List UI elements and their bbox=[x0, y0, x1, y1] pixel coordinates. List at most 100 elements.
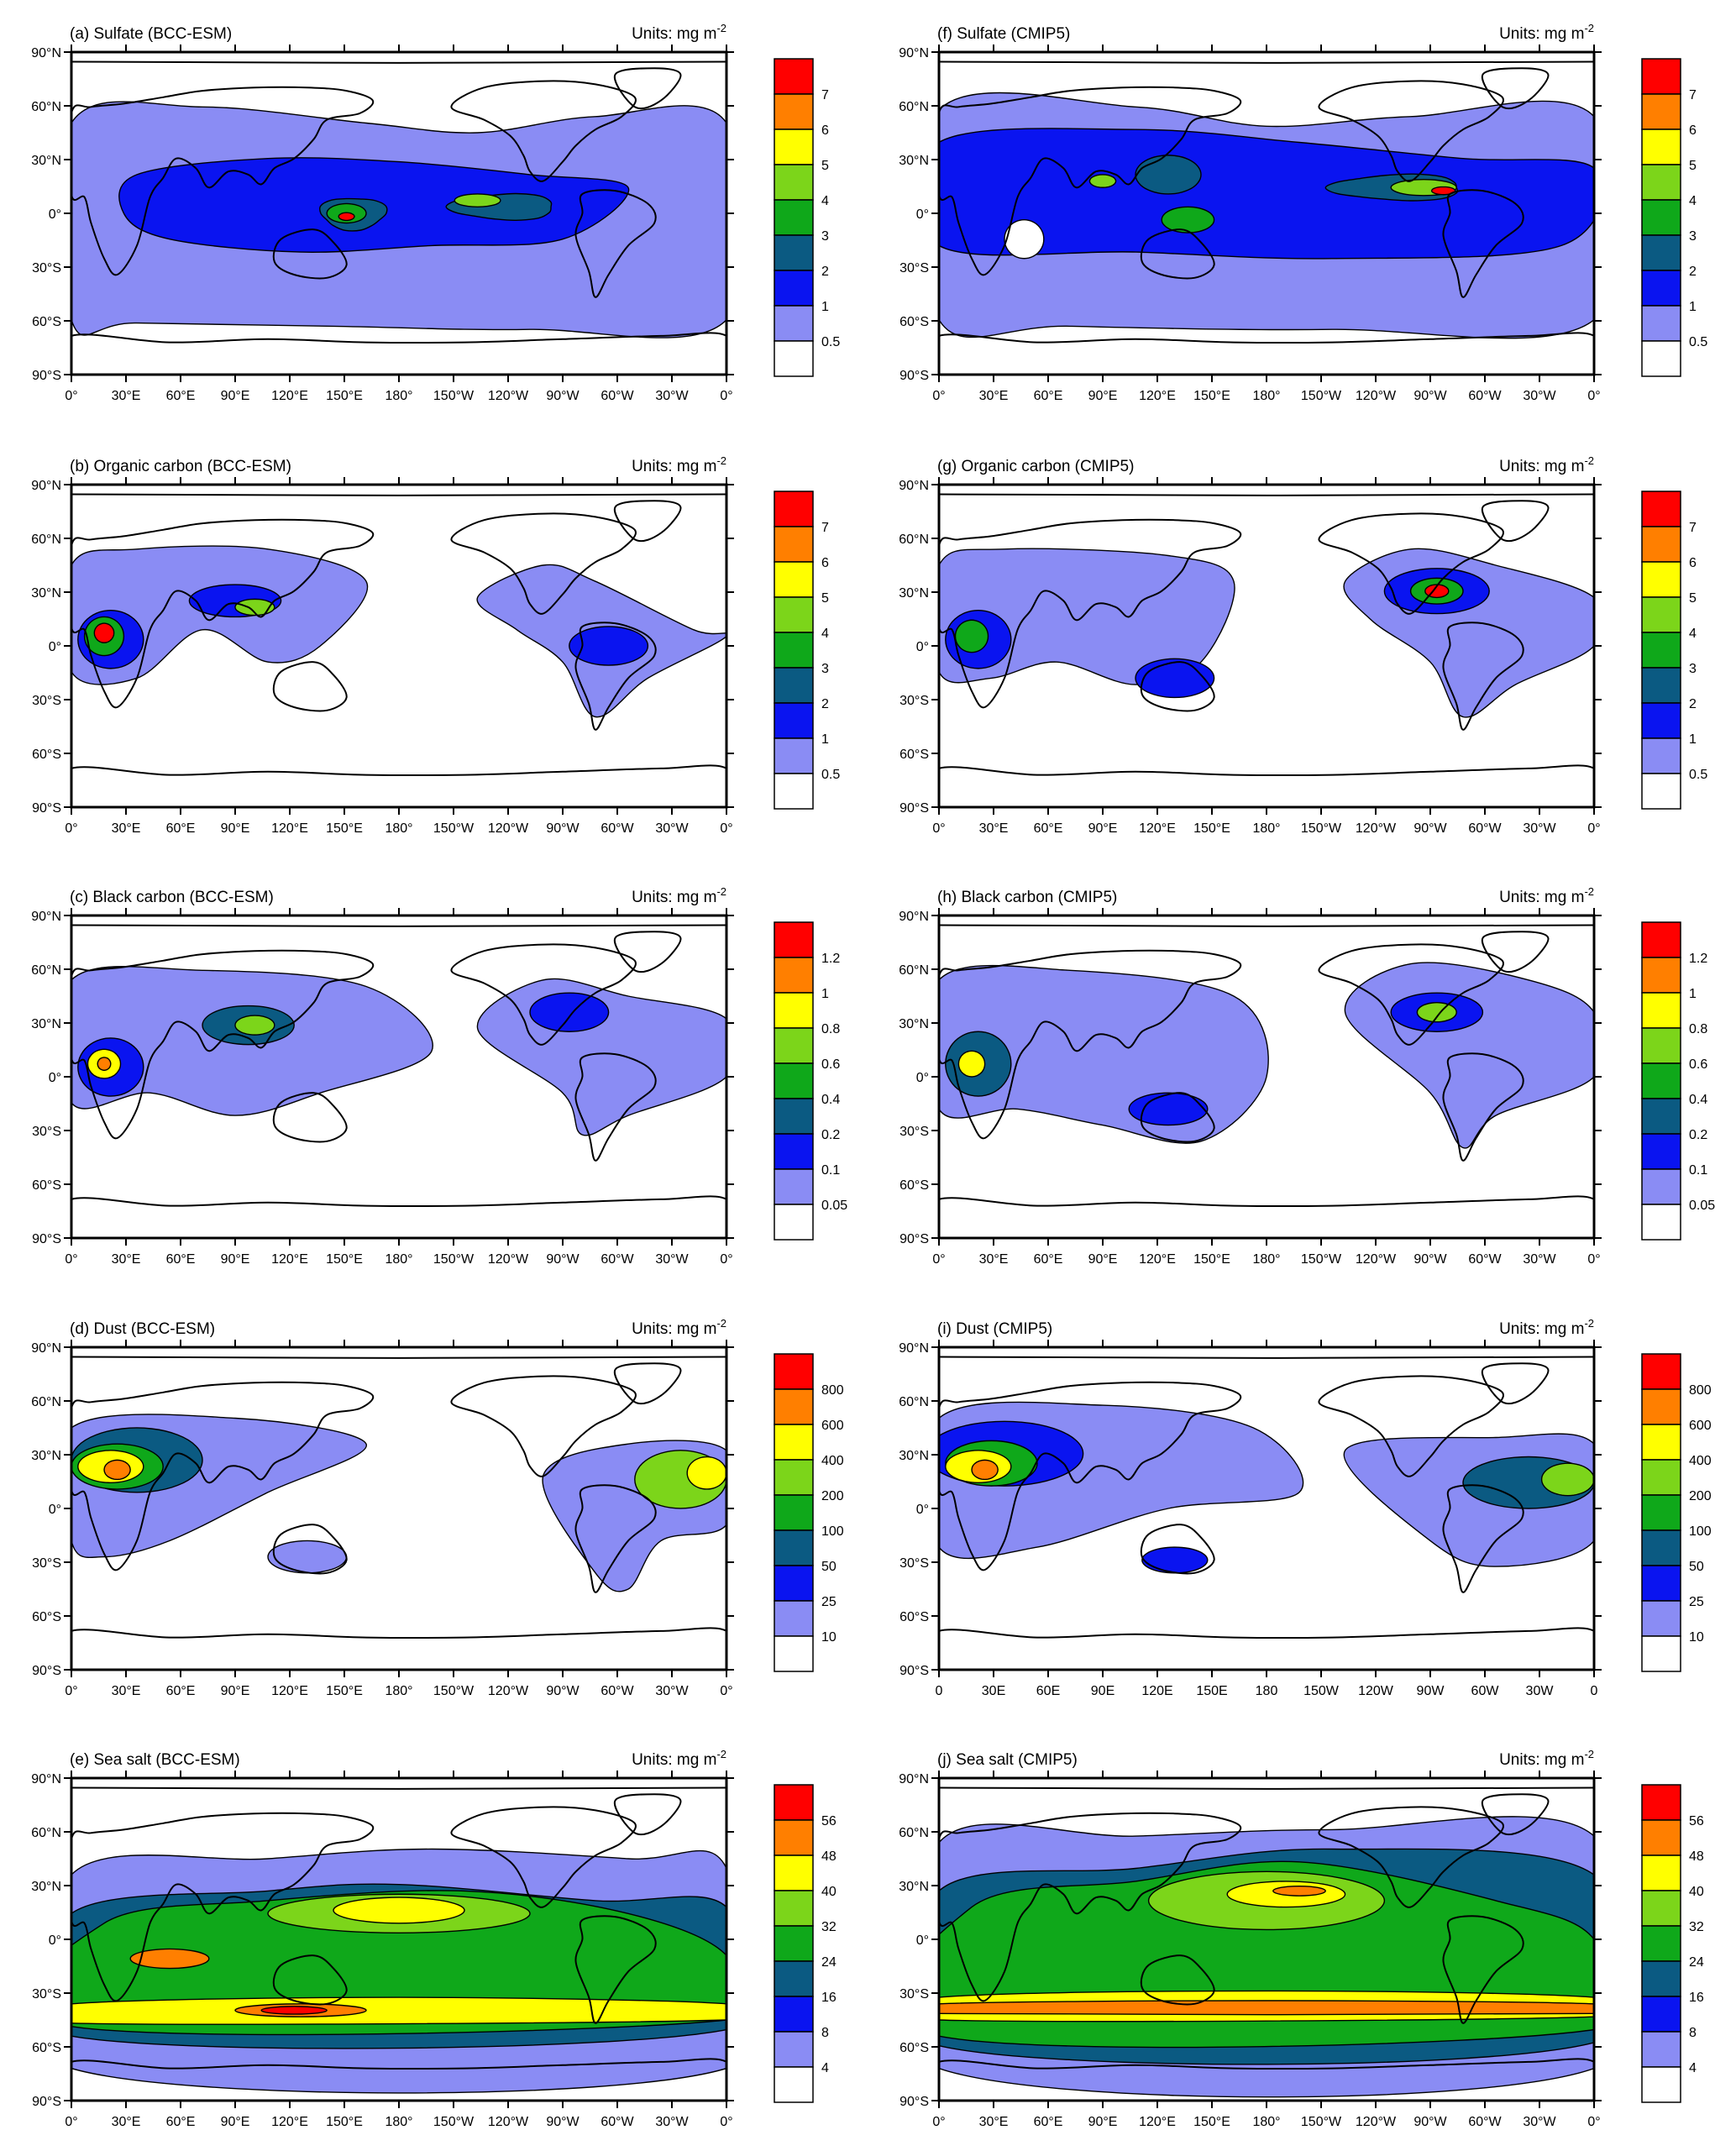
colorbar-swatch bbox=[774, 2066, 814, 2103]
colorbar-swatch bbox=[774, 199, 814, 236]
colorbar-swatch bbox=[774, 1027, 814, 1064]
lon-tick-label: 150°W bbox=[1301, 821, 1342, 836]
lon-tick-label: 90°E bbox=[1088, 2115, 1118, 2129]
lon-tick-label: 0° bbox=[720, 1684, 732, 1698]
colorbar-label: 0.2 bbox=[1689, 1128, 1707, 1142]
panel-title: (b) Organic carbon (BCC-ESM) bbox=[70, 458, 291, 475]
lon-tick-label: 120°W bbox=[488, 821, 529, 836]
lat-tick-label: 90°S bbox=[899, 369, 929, 383]
lat-tick-label: 0° bbox=[916, 207, 929, 222]
lon-tick-label: 0° bbox=[1587, 389, 1600, 403]
coastline bbox=[939, 332, 1594, 375]
lon-tick-label: 0° bbox=[932, 821, 945, 836]
lat-tick-label: 90°S bbox=[32, 2095, 61, 2109]
colorbar-swatch bbox=[1641, 1600, 1681, 1637]
lon-tick-label: 30°E bbox=[979, 1252, 1009, 1267]
lon-tick-label: 120°E bbox=[271, 2115, 308, 2129]
colorbar-swatch bbox=[1641, 1204, 1681, 1241]
lon-tick-label: 90°E bbox=[221, 389, 250, 403]
contour-level bbox=[971, 1459, 999, 1481]
lat-tick-label: 60°S bbox=[899, 2041, 929, 2055]
colorbar-label: 1 bbox=[1689, 987, 1697, 1001]
coastline bbox=[939, 949, 1242, 1140]
coastline bbox=[272, 1092, 348, 1143]
colorbar-swatch bbox=[1641, 234, 1681, 271]
concentration-field bbox=[939, 1778, 1594, 2101]
colorbar-label: 100 bbox=[821, 1524, 844, 1539]
lon-tick-label: 0° bbox=[932, 2115, 945, 2129]
lon-tick-label: 150°E bbox=[326, 2115, 363, 2129]
concentration-field bbox=[939, 915, 1594, 1238]
lon-tick-label: 0° bbox=[65, 1252, 77, 1267]
lat-tick-label: 0° bbox=[916, 1071, 929, 1085]
lon-tick-label: 90°W bbox=[546, 2115, 580, 2129]
lat-tick-label: 90°S bbox=[32, 801, 61, 816]
coastline bbox=[71, 86, 375, 276]
lon-tick-label: 120°E bbox=[271, 821, 308, 836]
colorbar-swatch bbox=[774, 340, 814, 377]
lat-tick-label: 0° bbox=[49, 1933, 61, 1948]
colorbar-swatch bbox=[774, 1855, 814, 1891]
coastline bbox=[574, 1052, 657, 1162]
lon-tick-label: 120°W bbox=[488, 1252, 529, 1267]
colorbar-label: 32 bbox=[821, 1920, 837, 1934]
contour-level bbox=[454, 193, 501, 208]
lon-tick-label: 150°E bbox=[1193, 389, 1230, 403]
colorbar-swatch bbox=[1641, 1353, 1681, 1390]
colorbar: 7 6 5 4 3 2 1 0.5 bbox=[1641, 491, 1707, 810]
lat-tick-label: 90°N bbox=[31, 479, 61, 493]
colorbar-label: 24 bbox=[1689, 1955, 1704, 1970]
colorbar-swatch bbox=[774, 1168, 814, 1205]
lon-tick-label: 120°E bbox=[1139, 2115, 1176, 2129]
colorbar-swatch bbox=[774, 957, 814, 994]
lon-tick-label: 150°W bbox=[433, 1252, 475, 1267]
panel-title: (i) Dust (CMIP5) bbox=[937, 1320, 1052, 1338]
lat-tick-label: 60°S bbox=[899, 315, 929, 329]
colorbar-label: 0.8 bbox=[1689, 1022, 1707, 1036]
colorbar-swatch bbox=[1641, 1133, 1681, 1170]
lon-tick-label: 30°W bbox=[655, 1252, 689, 1267]
colorbar-label: 200 bbox=[1689, 1489, 1712, 1503]
lat-tick-label: 30°S bbox=[899, 1987, 929, 2001]
lat-tick-label: 30°S bbox=[899, 1125, 929, 1139]
lon-tick-label: 30°W bbox=[1523, 821, 1556, 836]
lon-tick-label: 30°E bbox=[979, 821, 1009, 836]
lon-tick-label: 0° bbox=[1587, 1252, 1600, 1267]
lon-tick-label: 60°W bbox=[601, 1252, 634, 1267]
lat-tick-label: 60°N bbox=[31, 1395, 61, 1409]
lon-tick-label: 30°W bbox=[1523, 389, 1556, 403]
lon-tick-label: 90°W bbox=[546, 389, 580, 403]
lat-tick-label: 0° bbox=[916, 640, 929, 654]
lon-tick-label: 180° bbox=[385, 2115, 412, 2129]
lon-tick-label: 150°E bbox=[326, 1252, 363, 1267]
colorbar-swatch bbox=[1641, 2031, 1681, 2068]
colorbar-label: 0.1 bbox=[821, 1163, 840, 1178]
colorbar-label: 0.4 bbox=[1689, 1093, 1707, 1107]
lat-tick-label: 30°N bbox=[899, 1017, 929, 1031]
map-panel-a: (a) Sulfate (BCC-ESM) Units: mg m-290°N60… bbox=[31, 22, 840, 403]
colorbar: 7 6 5 4 3 2 1 0.5 bbox=[774, 491, 840, 810]
lon-tick-label: 0° bbox=[65, 389, 77, 403]
coastline bbox=[450, 80, 637, 182]
colorbar-label: 6 bbox=[1689, 123, 1697, 138]
colorbar-swatch bbox=[1641, 1565, 1681, 1602]
colorbar-label: 25 bbox=[821, 1595, 837, 1609]
coastline bbox=[939, 1812, 1242, 2002]
coastline bbox=[1442, 1915, 1524, 2024]
colorbar-label: 1 bbox=[821, 732, 829, 747]
colorbar-swatch bbox=[1641, 561, 1681, 598]
lon-tick-label: 120°W bbox=[1356, 389, 1397, 403]
colorbar-swatch bbox=[774, 1565, 814, 1602]
contour-level bbox=[1135, 155, 1202, 195]
colorbar-swatch bbox=[1641, 491, 1681, 527]
colorbar-swatch bbox=[1641, 1529, 1681, 1566]
contour-level bbox=[1161, 206, 1215, 233]
colorbar-label: 0.5 bbox=[1689, 335, 1707, 349]
panel-title: (c) Black carbon (BCC-ESM) bbox=[70, 889, 274, 906]
concentration-field bbox=[939, 485, 1594, 807]
colorbar-swatch bbox=[774, 129, 814, 165]
colorbar-swatch bbox=[774, 58, 814, 95]
colorbar-label: 3 bbox=[821, 662, 829, 676]
lat-tick-label: 60°S bbox=[32, 2041, 61, 2055]
colorbar-label: 1 bbox=[821, 987, 829, 1001]
